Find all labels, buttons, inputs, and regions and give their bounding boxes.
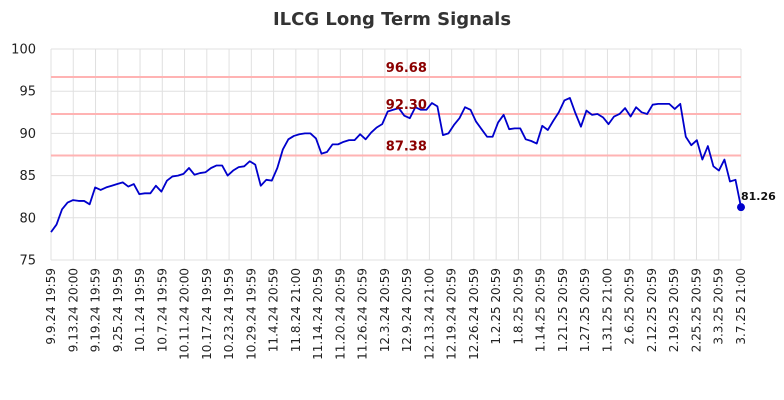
y-tick-label: 95	[19, 85, 36, 100]
x-axis: 9.9.24 19:59 9.13.24 20:00 9.19.24 19:59 9.…	[44, 268, 748, 360]
last-value-point	[737, 203, 745, 212]
grid	[50, 48, 742, 261]
x-tick-label: 9.19.24 19:59	[89, 268, 103, 352]
x-tick-label: 10.29.24 19:59	[244, 268, 258, 360]
level-labels: 81.26 96.68 92.30 87.38	[386, 61, 776, 203]
x-tick-label: 2.25.25 20:59	[689, 268, 703, 352]
series	[50, 97, 745, 233]
chart-title: ILCG Long Term Signals	[273, 9, 511, 30]
last-value-label: 81.26	[741, 190, 776, 203]
x-tick-label: 1.2.25 20:59	[489, 268, 503, 345]
y-tick-label: 90	[19, 127, 36, 142]
x-tick-label: 10.17.24 19:59	[200, 268, 214, 360]
x-tick-label: 10.7.24 19:59	[155, 268, 169, 352]
y-axis: 75 80 85 90 95 100	[11, 43, 36, 269]
x-tick-label: 10.1.24 19:59	[133, 268, 147, 352]
x-tick-label: 3.7.25 21:00	[734, 268, 748, 345]
x-tick-label: 12.26.24 20:59	[467, 268, 481, 360]
x-tick-label: 1.21.25 20:59	[556, 268, 570, 352]
x-tick-label: 9.25.24 19:59	[111, 268, 125, 352]
x-tick-label: 10.11.24 20:00	[178, 268, 192, 360]
y-tick-label: 100	[11, 43, 36, 58]
signal-level-label: 87.38	[386, 140, 427, 155]
x-tick-label: 1.31.25 21:00	[600, 268, 614, 352]
signal-levels	[51, 76, 741, 157]
x-tick-label: 12.19.24 20:59	[445, 268, 459, 360]
x-tick-label: 11.14.24 20:59	[311, 268, 325, 360]
y-tick-label: 80	[19, 211, 36, 226]
x-tick-label: 9.9.24 19:59	[44, 268, 58, 345]
x-tick-label: 2.12.25 20:59	[645, 268, 659, 352]
x-tick-label: 2.6.25 20:59	[623, 268, 637, 345]
x-tick-label: 3.3.25 20:59	[712, 268, 726, 345]
x-tick-label: 9.13.24 20:00	[66, 268, 80, 352]
x-tick-label: 10.23.24 19:59	[222, 268, 236, 360]
x-tick-label: 11.20.24 20:59	[333, 268, 347, 360]
x-tick-label: 1.14.25 20:59	[534, 268, 548, 352]
price-series-line	[50, 97, 742, 233]
x-tick-label: 11.4.24 20:59	[267, 268, 281, 352]
x-tick-label: 1.8.25 20:59	[511, 268, 525, 345]
signal-level-label: 92.30	[386, 98, 427, 113]
x-tick-label: 11.26.24 20:59	[356, 268, 370, 360]
x-tick-label: 2.19.25 20:59	[667, 268, 681, 352]
x-tick-label: 12.13.24 21:00	[422, 268, 436, 360]
y-tick-label: 85	[19, 169, 36, 184]
signal-level-label: 96.68	[386, 61, 427, 76]
x-tick-label: 1.27.25 20:59	[578, 268, 592, 352]
x-tick-label: 11.8.24 21:00	[289, 268, 303, 352]
y-tick-label: 75	[19, 254, 36, 269]
x-tick-label: 12.3.24 20:59	[378, 268, 392, 352]
x-tick-label: 12.9.24 20:59	[400, 268, 414, 352]
